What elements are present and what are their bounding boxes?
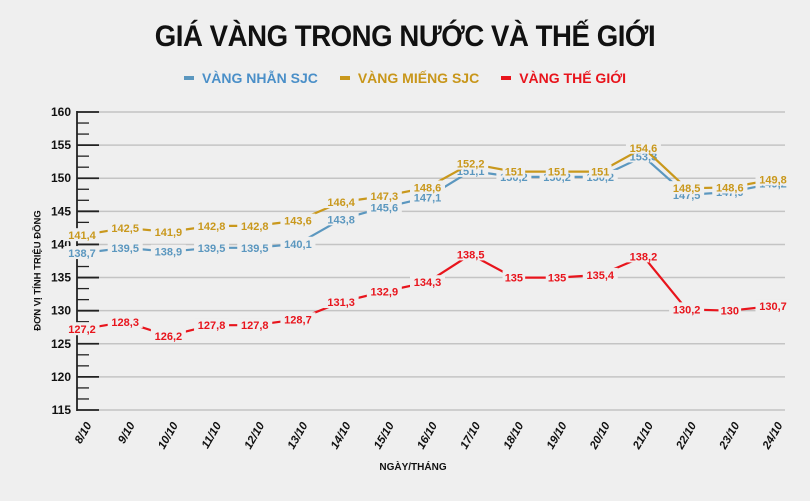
data-label: 128,3 (111, 317, 139, 329)
data-label: 148,5 (673, 183, 701, 195)
x-tick-label: 17/10 (459, 420, 484, 451)
data-label: 134,3 (414, 277, 442, 289)
legend-label: VÀNG NHẪN SJC (201, 70, 318, 86)
data-label: 146,4 (327, 197, 355, 209)
data-label: 149,8 (759, 175, 787, 187)
x-tick-label: 11/10 (200, 420, 225, 451)
x-tick-label: 22/10 (674, 420, 700, 452)
data-label: 130 (721, 306, 739, 318)
data-label: 127,8 (198, 320, 226, 332)
x-tick-label: 9/10 (116, 420, 138, 446)
x-tick-label: 23/10 (717, 420, 743, 452)
data-label: 145,6 (371, 202, 399, 214)
x-tick-labels: 8/10 9/10 10/10 11/10 12/10 13/10 14/10 15/10 16… (73, 420, 786, 452)
x-tick-label: 8/10 (73, 420, 95, 446)
x-tick-label: 20/10 (588, 420, 614, 452)
data-label: 148,6 (716, 182, 744, 194)
data-label: 128,7 (284, 314, 312, 326)
data-label: 142,8 (198, 221, 226, 233)
x-tick-label: 10/10 (156, 420, 181, 451)
data-label: 151 (591, 167, 609, 179)
data-label: 154,6 (630, 143, 658, 155)
data-label: 141,4 (68, 230, 96, 242)
data-label: 132,9 (371, 286, 399, 298)
data-label: 138,7 (68, 248, 96, 260)
data-label: 143,8 (327, 214, 355, 226)
data-label: 148,6 (414, 182, 442, 194)
x-tick-label: 18/10 (502, 420, 527, 451)
data-label: 140,1 (284, 239, 312, 251)
data-label: 151 (505, 167, 523, 179)
legend-label: VÀNG MIẾNG SJC (357, 70, 480, 86)
x-axis-label: NGÀY/THÁNG (379, 462, 447, 473)
legend-item-vang-the-gioi: VÀNG THẾ GIỚI (501, 70, 626, 86)
x-tick-label: 24/10 (760, 420, 786, 452)
legend-swatch-blue-icon (183, 76, 194, 80)
series-2: 127,2 128,3 126,2 127,8 127,8 128,7 131,3 132,9… (64, 247, 791, 343)
x-tick-label: 13/10 (286, 420, 311, 451)
x-tick-label: 16/10 (415, 420, 440, 451)
data-label: 135,4 (586, 270, 614, 282)
x-tick-label: 15/10 (372, 420, 397, 451)
data-label: 127,8 (241, 320, 269, 332)
y-tick-label: 120 (51, 370, 71, 384)
data-label: 130,2 (673, 304, 701, 316)
y-tick-label: 125 (51, 337, 71, 351)
data-label: 138,2 (630, 251, 658, 263)
data-label: 138,5 (457, 249, 485, 261)
x-tick-label: 12/10 (243, 420, 268, 451)
y-tick-label: 135 (51, 271, 71, 285)
series-1: 141,4 142,5 141,9 142,8 142,8 143,6 146,4 147,3… (64, 140, 791, 242)
data-label: 143,6 (284, 216, 312, 228)
y-tick-label: 145 (51, 204, 71, 218)
chart-title: GIÁ VÀNG TRONG NƯỚC VÀ THẾ GIỚI (154, 20, 656, 53)
x-tick-label: 14/10 (329, 420, 354, 451)
y-tick-label: 115 (52, 403, 72, 417)
legend-swatch-red-icon (501, 76, 512, 80)
series-line (81, 253, 774, 337)
x-tick-label: 21/10 (631, 420, 657, 452)
y-tick-label: 160 (51, 105, 71, 119)
data-label: 139,5 (241, 243, 269, 255)
series-0: 138,7 139,5 138,9 139,5 139,5 140,1 143,8 145,6… (64, 149, 791, 260)
data-label: 126,2 (155, 331, 183, 343)
data-label: 139,5 (198, 243, 226, 255)
legend-label: VÀNG THẾ GIỚI (519, 70, 627, 86)
y-tick-label: 155 (51, 138, 71, 152)
data-label: 142,8 (241, 221, 269, 233)
legend-item-vang-nhan: VÀNG NHẪN SJC (183, 70, 318, 86)
data-label: 139,5 (111, 243, 139, 255)
data-label: 152,2 (457, 159, 485, 171)
data-label: 141,9 (155, 227, 183, 239)
x-tick-label: 19/10 (545, 420, 570, 451)
legend-swatch-gold-icon (339, 76, 350, 80)
data-label: 130,7 (759, 301, 787, 313)
data-label: 147,1 (414, 192, 442, 204)
data-label: 127,2 (68, 324, 96, 336)
data-label: 142,5 (111, 223, 139, 235)
legend-item-vang-mieng: VÀNG MIẾNG SJC (339, 70, 480, 86)
data-label: 147,3 (371, 191, 399, 203)
legend: VÀNG NHẪN SJC VÀNG MIẾNG SJC VÀNG THẾ GI… (0, 70, 810, 86)
data-label: 135 (548, 273, 566, 285)
data-label: 135 (505, 273, 523, 285)
y-tick-label: 130 (51, 304, 71, 318)
data-label: 131,3 (327, 297, 355, 309)
y-tick-label: 150 (51, 171, 71, 185)
data-label: 151 (548, 167, 566, 179)
data-label: 138,9 (155, 247, 183, 259)
